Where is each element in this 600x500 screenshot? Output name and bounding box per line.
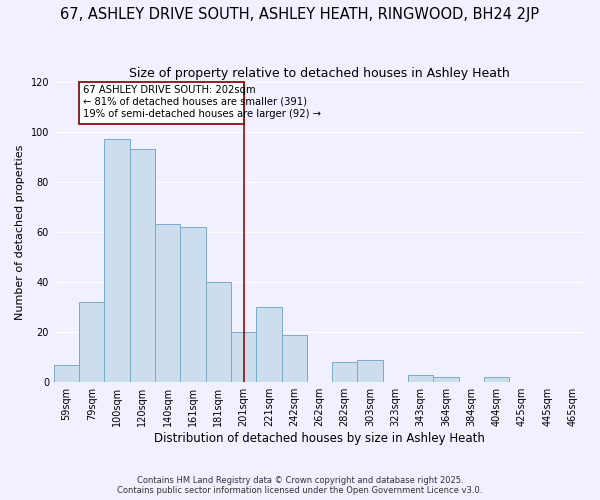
Text: 67, ASHLEY DRIVE SOUTH, ASHLEY HEATH, RINGWOOD, BH24 2JP: 67, ASHLEY DRIVE SOUTH, ASHLEY HEATH, RI… [61, 8, 539, 22]
Text: ← 81% of detached houses are smaller (391): ← 81% of detached houses are smaller (39… [83, 96, 307, 106]
Bar [231, 332, 256, 382]
Bar [155, 224, 181, 382]
Bar [181, 227, 206, 382]
Title: Size of property relative to detached houses in Ashley Heath: Size of property relative to detached ho… [129, 68, 510, 80]
Bar [281, 334, 307, 382]
Bar [206, 282, 231, 382]
Bar [256, 307, 281, 382]
Bar [484, 377, 509, 382]
Bar [358, 360, 383, 382]
Bar [54, 364, 79, 382]
Bar [332, 362, 358, 382]
Y-axis label: Number of detached properties: Number of detached properties [15, 144, 25, 320]
Bar [408, 374, 433, 382]
Bar [130, 150, 155, 382]
Text: 67 ASHLEY DRIVE SOUTH: 202sqm: 67 ASHLEY DRIVE SOUTH: 202sqm [83, 86, 256, 96]
Bar [79, 302, 104, 382]
Text: Contains HM Land Registry data © Crown copyright and database right 2025.
Contai: Contains HM Land Registry data © Crown c… [118, 476, 482, 495]
FancyBboxPatch shape [79, 82, 244, 124]
X-axis label: Distribution of detached houses by size in Ashley Heath: Distribution of detached houses by size … [154, 432, 485, 445]
Text: 19% of semi-detached houses are larger (92) →: 19% of semi-detached houses are larger (… [83, 109, 321, 119]
Bar [104, 140, 130, 382]
Bar [433, 377, 458, 382]
